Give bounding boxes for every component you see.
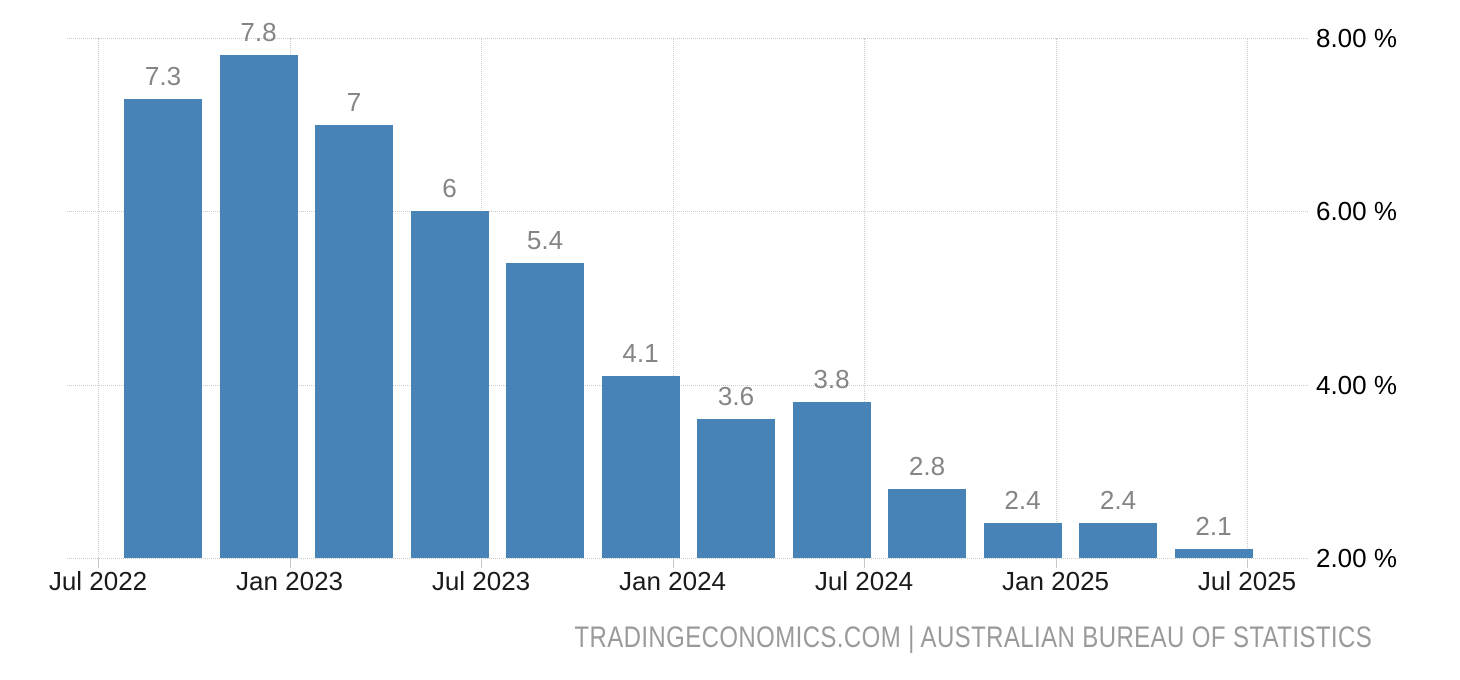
x-axis-tick-label: Jul 2023	[431, 566, 531, 596]
y-axis-tick-label: 8.00 %	[1316, 23, 1397, 53]
x-axis-tick-icon	[1055, 558, 1057, 568]
x-axis-tick-icon	[289, 558, 291, 568]
bar-value-label: 2.4	[1099, 485, 1137, 516]
bar[interactable]	[315, 124, 393, 558]
bar[interactable]	[410, 211, 489, 558]
bar-value-label: 5.4	[526, 225, 564, 256]
bar[interactable]	[601, 376, 680, 558]
y-axis-tick-label: 4.00 %	[1316, 369, 1397, 400]
bar[interactable]	[888, 488, 966, 558]
bar-value-label: 3.6	[717, 381, 755, 412]
y-axis-tick-label: 6.00 %	[1316, 196, 1397, 227]
bar-value-label: 7	[346, 86, 362, 117]
bar[interactable]	[983, 523, 1062, 558]
y-axis-tick-label: 2.00 %	[1316, 543, 1397, 573]
x-axis-tick-label: Jul 2025	[1197, 566, 1297, 596]
bar-value-label: 7.8	[240, 17, 277, 48]
bar[interactable]	[792, 402, 871, 558]
bar[interactable]	[219, 55, 298, 558]
bar[interactable]	[506, 263, 584, 558]
source-attribution: TRADINGECONOMICS.COM | AUSTRALIAN BUREAU…	[574, 621, 1372, 654]
gridline-vertical	[1055, 38, 1057, 558]
x-axis-tick-label: Jul 2024	[814, 566, 914, 596]
x-axis-tick-icon	[864, 558, 865, 568]
x-axis-tick-icon	[98, 558, 99, 568]
gridline-horizontal	[67, 38, 1308, 39]
bar-value-label: 3.8	[813, 364, 850, 394]
gridline-horizontal	[67, 384, 1308, 386]
x-axis-tick-label: Jul 2022	[48, 566, 148, 596]
gridline-vertical	[672, 38, 674, 558]
x-axis-tick-icon	[1247, 558, 1248, 568]
bar-value-label: 4.1	[622, 338, 659, 368]
gridline-vertical	[864, 38, 865, 558]
x-axis-tick-icon	[672, 558, 674, 568]
bar[interactable]	[1174, 549, 1253, 558]
bar-value-label: 2.8	[908, 450, 946, 481]
gridline-vertical	[1247, 38, 1248, 558]
bar[interactable]	[124, 98, 202, 558]
bar[interactable]	[697, 419, 775, 558]
x-axis-tick-icon	[481, 558, 482, 568]
gridline-vertical	[98, 38, 99, 558]
x-axis-tick-label: Jan 2024	[619, 566, 726, 596]
bar[interactable]	[1079, 523, 1157, 558]
gridline-horizontal	[67, 211, 1308, 213]
bar-value-label: 7.3	[144, 60, 182, 91]
bar-value-label: 2.4	[1004, 485, 1041, 516]
gridline-horizontal	[67, 558, 1308, 559]
x-axis-tick-label: Jan 2025	[1002, 566, 1109, 596]
bar-value-label: 2.1	[1195, 511, 1232, 542]
bar-value-label: 6	[442, 173, 457, 204]
x-axis-tick-label: Jan 2023	[236, 566, 343, 596]
